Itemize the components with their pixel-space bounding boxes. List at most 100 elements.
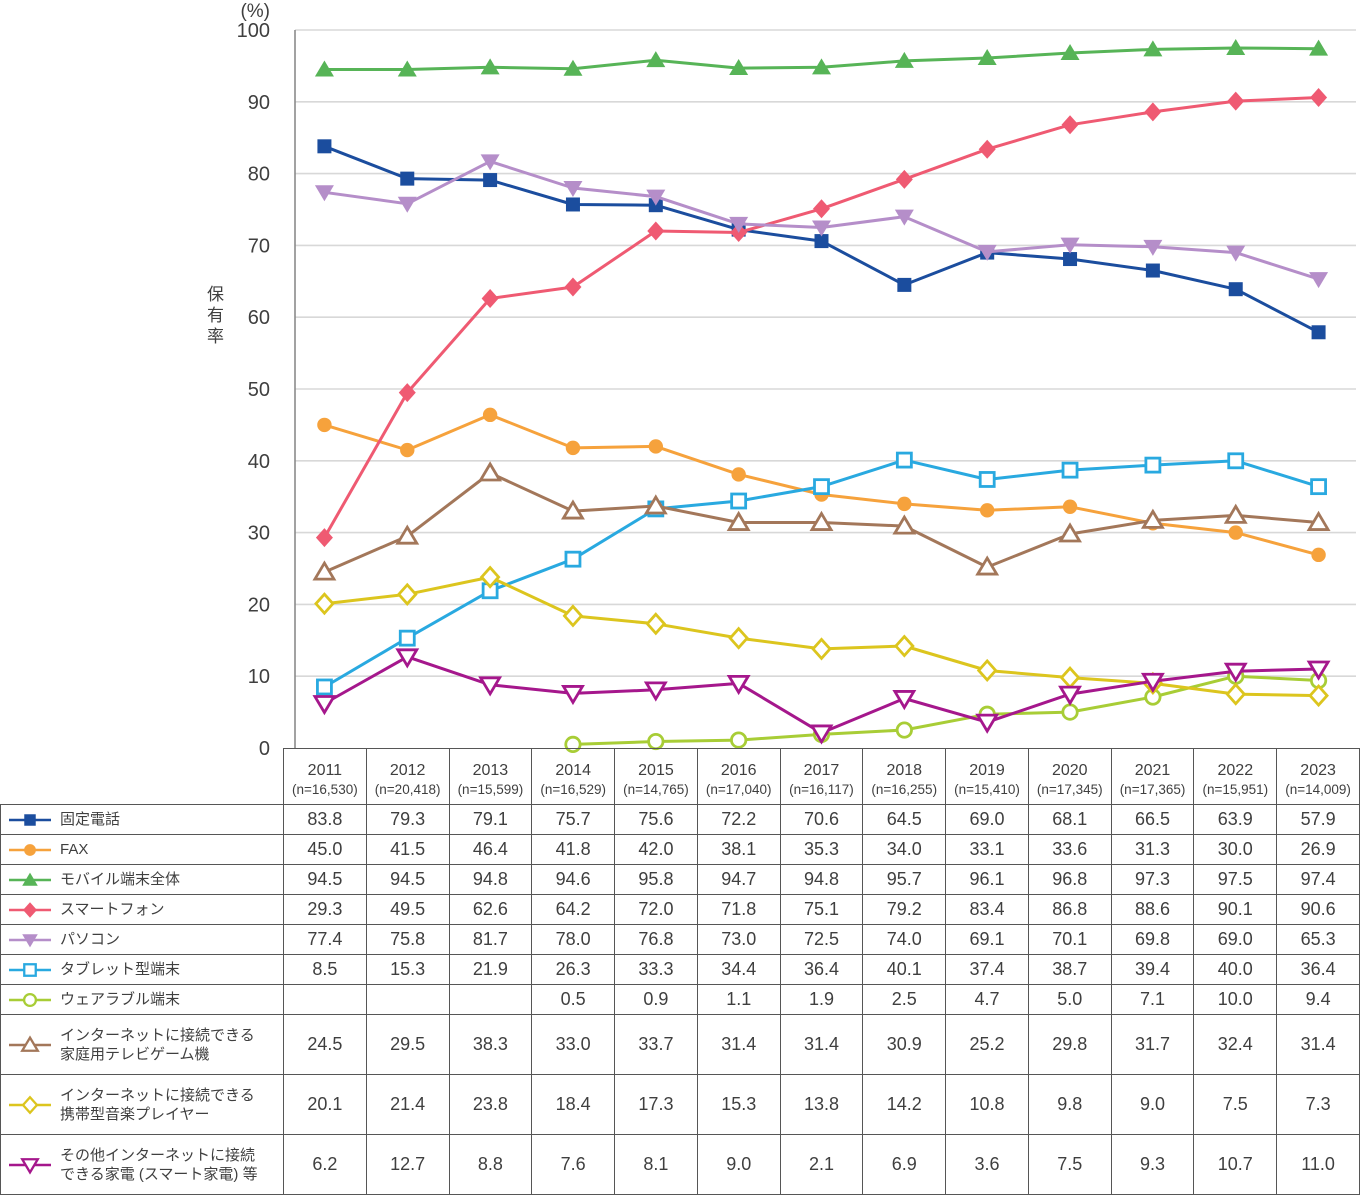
value-cell: 69.1	[945, 924, 1029, 955]
value-cell: 70.1	[1027, 924, 1112, 955]
year-header-cell: 2021 (n=17,365)	[1110, 748, 1195, 805]
value-cell: 11.0	[1276, 1134, 1360, 1195]
value-cell: 72.2	[696, 804, 781, 835]
square-open-marker-icon	[1061, 461, 1079, 479]
square-open-marker-icon	[1144, 456, 1162, 474]
diamond-open-marker-icon	[976, 658, 998, 683]
value-cell: 7.5	[1027, 1134, 1112, 1195]
value-cell: 36.4	[779, 954, 864, 985]
value-cell: 20.1	[283, 1074, 367, 1135]
y-tick-label: 60	[248, 307, 270, 329]
value-cell: 9.4	[1276, 984, 1360, 1015]
series-line	[323, 655, 1319, 735]
value-cell: 71.8	[696, 894, 781, 925]
table-header: 2011 (n=16,530) 2012 (n=20,418) 2013 (n=15,59…	[1, 748, 1360, 805]
value-cell: 95.8	[614, 864, 698, 895]
legend-cell-smart-appliance: その他インターネットに接続 できる家電 (スマート家電) 等	[0, 1134, 284, 1195]
circle-filled-marker-icon	[979, 503, 995, 518]
triangle-down-open-marker-icon	[478, 676, 503, 697]
value-cell: 10.7	[1193, 1134, 1278, 1195]
value-cell: 2.5	[862, 984, 947, 1015]
triangle-up-filled-marker-icon	[1309, 39, 1329, 56]
value-cell: 24.5	[283, 1014, 367, 1075]
triangle-up-filled-marker-icon	[1143, 40, 1163, 57]
year-label: 2011	[307, 761, 343, 779]
value-cell: 69.0	[945, 804, 1029, 835]
sample-size-label: (n=17,345)	[1036, 781, 1103, 797]
table-row-game-console: インターネットに接続できる 家庭用テレビゲーム機 24.5 29.5 38.3 33.0 3…	[0, 1014, 1360, 1075]
square-open-marker-icon	[895, 451, 913, 469]
triangle-down-filled-marker-icon	[977, 244, 997, 261]
triangle-up-open-marker-icon	[1058, 522, 1082, 543]
mobile-total-legend-marker-icon	[9, 872, 51, 886]
diamond-filled-marker-icon	[1061, 115, 1079, 135]
value-cell: 94.5	[283, 864, 367, 895]
y-tick-label: 70	[248, 235, 270, 257]
value-cell: 78.0	[531, 924, 616, 955]
triangle-up-filled-marker-icon	[1226, 38, 1246, 55]
value-cell	[365, 984, 450, 1015]
series-smartphone	[315, 87, 1328, 548]
value-cell: 33.6	[1027, 834, 1112, 865]
value-cell: 21.4	[365, 1074, 450, 1135]
y-tick-label: 0	[259, 738, 270, 760]
value-cell: 7.6	[531, 1134, 616, 1195]
year-label: 2013	[472, 761, 509, 779]
year-header-cell: 2019 (n=15,410)	[945, 748, 1029, 805]
triangle-down-filled-marker-icon	[314, 185, 334, 202]
year-label: 2023	[1300, 761, 1336, 779]
value-cell: 30.9	[862, 1014, 947, 1075]
diamond-filled-marker-icon	[895, 169, 913, 189]
value-cell: 64.5	[862, 804, 947, 835]
year-header-cell: 2012 (n=20,418)	[365, 748, 450, 805]
legend-cell-smartphone: スマートフォン	[0, 894, 284, 925]
value-cell: 62.6	[448, 894, 533, 925]
game-console-legend-marker-icon	[9, 1034, 51, 1052]
table-row-smart-appliance: その他インターネットに接続 できる家電 (スマート家電) 等 6.2 12.7 8.8 7…	[0, 1134, 1360, 1195]
legend-label: ウェアラブル端末	[60, 991, 181, 1008]
value-cell: 23.8	[448, 1074, 533, 1135]
legend-cell-mobile-total: モバイル端末全体	[0, 864, 284, 895]
value-cell: 4.7	[945, 984, 1029, 1015]
circle-filled-marker-icon	[1311, 547, 1326, 563]
diamond-filled-marker-icon	[1227, 91, 1245, 111]
value-cell: 26.3	[531, 954, 616, 985]
value-cell: 83.4	[945, 894, 1029, 925]
diamond-filled-marker-icon	[813, 199, 830, 219]
circle-open-marker-icon	[730, 731, 748, 749]
y-tick-label: 20	[248, 594, 270, 616]
triangle-up-filled-marker-icon	[397, 60, 417, 77]
triangle-down-filled-marker-icon	[646, 189, 666, 206]
legend-label: モバイル端末全体	[60, 871, 181, 888]
triangle-down-open-marker-icon	[726, 674, 751, 696]
triangle-down-filled-marker-icon	[812, 220, 831, 237]
value-cell: 8.8	[448, 1134, 533, 1195]
square-open-marker-icon	[813, 478, 830, 496]
circle-open-marker-icon	[647, 732, 665, 751]
year-label: 2021	[1134, 761, 1171, 779]
table-row-fax: FAX 45.0 41.5 46.4 41.8 42.0 38.1 35.3 34.0 33.1 3…	[0, 834, 1360, 865]
value-cell: 29.8	[1027, 1014, 1112, 1075]
sample-size-label: (n=14,765)	[623, 781, 689, 797]
diamond-open-marker-icon	[728, 626, 750, 650]
square-open-marker-icon	[1227, 452, 1245, 470]
value-cell: 79.2	[862, 894, 947, 925]
triangle-up-open-marker-icon	[478, 461, 503, 482]
circle-filled-marker-icon	[565, 440, 581, 456]
triangle-up-filled-marker-icon	[977, 49, 997, 66]
smart-appliance-legend-marker-icon	[9, 1157, 51, 1175]
legend-label: インターネットに接続できる 携帯型音楽プレイヤー	[60, 1086, 255, 1123]
value-cell: 33.0	[531, 1014, 616, 1075]
series-pc	[314, 154, 1329, 289]
value-cell: 94.8	[448, 864, 533, 895]
value-cell: 33.3	[614, 954, 698, 985]
year-header-cell: 2015 (n=14,765)	[614, 748, 698, 805]
square-filled-marker-icon	[1311, 325, 1326, 340]
value-cell: 5.0	[1027, 984, 1112, 1015]
triangle-up-filled-marker-icon	[729, 59, 749, 76]
value-cell: 40.1	[862, 954, 947, 985]
triangle-up-open-marker-icon	[1223, 503, 1248, 524]
square-open-marker-icon	[730, 492, 748, 510]
sample-size-label: (n=17,365)	[1119, 781, 1186, 797]
diamond-filled-marker-icon	[315, 528, 333, 548]
